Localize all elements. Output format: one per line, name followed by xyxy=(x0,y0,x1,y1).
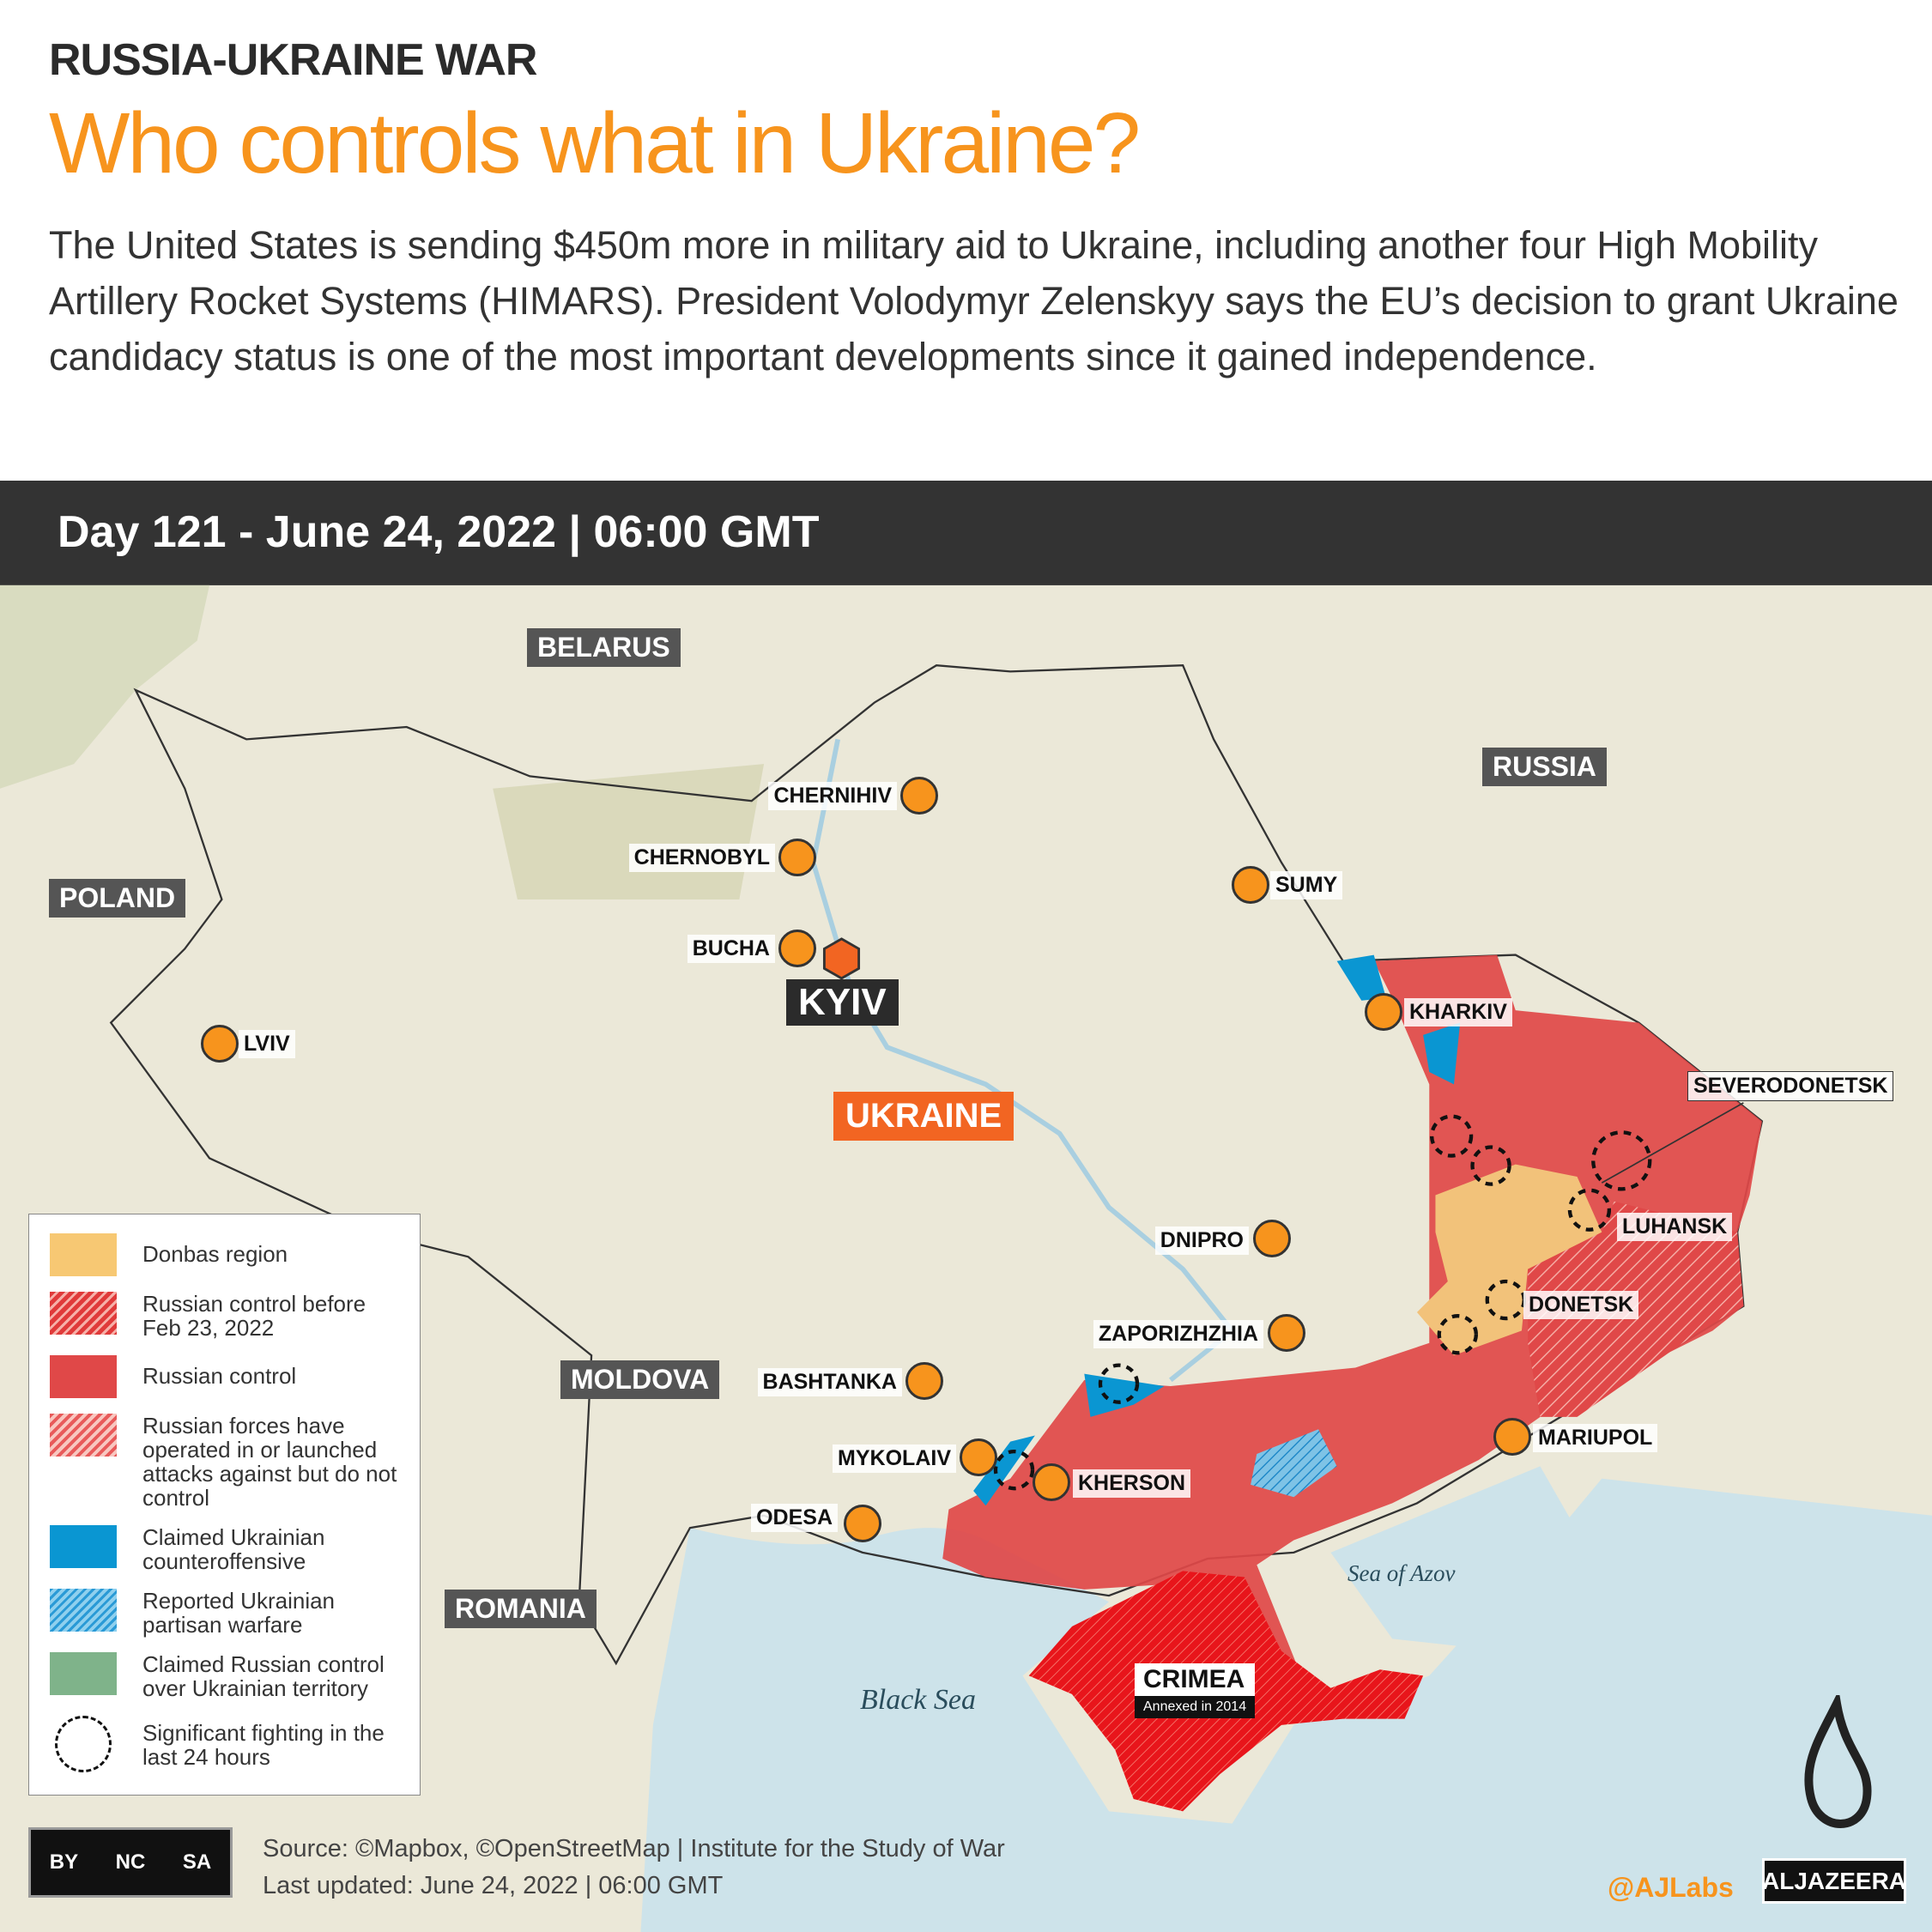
label-poland: POLAND xyxy=(49,879,186,918)
sea-of-azov xyxy=(1330,1466,1590,1651)
label-mykolaiv: MYKOLAIV xyxy=(833,1444,956,1473)
creative-commons-license-icon: BY NC SA xyxy=(28,1827,233,1898)
label-chernobyl: CHERNOBYL xyxy=(628,844,775,872)
fighting-marker xyxy=(1591,1130,1652,1191)
ajlabs-handle: @AJLabs xyxy=(1608,1872,1734,1903)
sea xyxy=(640,1478,1932,1932)
city-marker-sumy xyxy=(1232,866,1269,904)
intro-paragraph: The United States is sending $450m more … xyxy=(49,223,1899,379)
label-kherson: KHERSON xyxy=(1073,1469,1191,1498)
partisan-warfare-area xyxy=(1251,1429,1337,1498)
city-marker-bashtanka xyxy=(905,1362,943,1400)
date-text: Day 121 - June 24, 2022 | 06:00 GMT xyxy=(58,507,820,557)
legend-label: Significant fighting in the last 24 hour… xyxy=(142,1720,385,1770)
label-black-sea: Black Sea xyxy=(860,1684,976,1716)
label-kharkiv: KHARKIV xyxy=(1404,998,1512,1027)
kyiv-capital-icon xyxy=(822,937,861,980)
city-marker-bucha xyxy=(778,930,816,967)
last-updated-text: Last updated: June 24, 2022 | 06:00 GMT xyxy=(263,1872,724,1899)
city-marker-zaporizhzhia xyxy=(1268,1314,1305,1352)
city-marker-kherson xyxy=(1033,1463,1070,1501)
counteroffensive-swatch xyxy=(50,1525,117,1568)
legend-item: Russian control before Feb 23, 2022 xyxy=(50,1292,420,1340)
ukrainian-counteroffensive-area xyxy=(973,954,1461,1506)
russian-claim-swatch xyxy=(50,1652,117,1695)
label-zaporizhzhia: ZAPORIZHZHIA xyxy=(1093,1320,1263,1348)
legend-label: Claimed Ukrainian counteroffensive xyxy=(142,1524,325,1574)
kicker: RUSSIA-UKRAINE WAR xyxy=(49,35,537,85)
label-bucha: BUCHA xyxy=(687,935,775,963)
city-marker-lviv xyxy=(201,1025,239,1063)
donbas-area xyxy=(1416,1164,1602,1356)
label-moldova: MOLDOVA xyxy=(560,1360,720,1399)
russian-control-swatch xyxy=(50,1355,117,1398)
city-marker-chernobyl xyxy=(778,839,816,876)
label-kyiv: KYIV xyxy=(786,979,899,1026)
legend-label: Russian control xyxy=(142,1363,297,1389)
aljazeera-brand: ALJAZEERA xyxy=(1762,1858,1906,1904)
city-marker-dnipro xyxy=(1253,1220,1291,1257)
legend-item: Donbas region xyxy=(50,1233,420,1276)
label-dnipro: DNIPRO xyxy=(1154,1226,1249,1255)
pre-feb23-swatch xyxy=(50,1292,117,1335)
label-lviv: LVIV xyxy=(239,1030,295,1058)
legend-label: Russian control before Feb 23, 2022 xyxy=(142,1291,366,1341)
crimea-label: CRIMEA Annexed in 2014 xyxy=(1135,1663,1256,1718)
city-marker-mykolaiv xyxy=(960,1438,997,1476)
city-marker-chernihiv xyxy=(900,777,938,815)
city-marker-mariupol xyxy=(1493,1418,1531,1456)
legend-item: Reported Ukrainian partisan warfare xyxy=(50,1589,420,1637)
label-luhansk: LUHANSK xyxy=(1617,1213,1733,1241)
forest-area xyxy=(0,584,210,789)
fighting-swatch xyxy=(50,1716,117,1772)
fighting-marker xyxy=(1470,1145,1511,1186)
source-text: Source: ©Mapbox, ©OpenStreetMap | Instit… xyxy=(263,1835,1005,1862)
label-donetsk: DONETSK xyxy=(1523,1291,1639,1319)
legend: Donbas region Russian control before Feb… xyxy=(28,1214,421,1796)
label-mariupol: MARIUPOL xyxy=(1533,1424,1658,1452)
city-marker-kharkiv xyxy=(1365,993,1402,1031)
label-belarus: BELARUS xyxy=(527,628,681,667)
label-romania: ROMANIA xyxy=(445,1590,597,1628)
legend-label: Claimed Russian control over Ukrainian t… xyxy=(142,1651,385,1701)
donbas-swatch xyxy=(50,1233,117,1276)
headline: Who controls what in Ukraine? xyxy=(49,95,1141,191)
legend-label: Russian forces have operated in or launc… xyxy=(142,1413,397,1511)
legend-label: Donbas region xyxy=(142,1241,288,1267)
license-by: BY xyxy=(49,1850,79,1874)
label-odesa: ODESA xyxy=(751,1504,838,1532)
legend-item: Claimed Russian control over Ukrainian t… xyxy=(50,1652,420,1700)
label-bashtanka: BASHTANKA xyxy=(757,1368,902,1396)
fighting-marker xyxy=(993,1449,1035,1491)
city-marker-odesa xyxy=(844,1505,881,1542)
legend-label: Reported Ukrainian partisan warfare xyxy=(142,1588,336,1638)
fighting-marker xyxy=(1567,1188,1612,1232)
legend-item: Russian forces have operated in or launc… xyxy=(50,1414,420,1510)
fighting-markers xyxy=(993,1114,1652,1491)
partisan-swatch xyxy=(50,1589,117,1632)
severodonetsk-leader-line xyxy=(1601,1102,1744,1184)
label-ukraine: UKRAINE xyxy=(833,1092,1014,1141)
fighting-marker xyxy=(1429,1114,1474,1158)
crimea-name: CRIMEA xyxy=(1135,1663,1256,1696)
aljazeera-logo-icon xyxy=(1804,1695,1872,1828)
license-sa: SA xyxy=(182,1850,212,1874)
crimea-note: Annexed in 2014 xyxy=(1135,1696,1256,1718)
legend-item: Claimed Ukrainian counteroffensive xyxy=(50,1525,420,1573)
label-chernihiv: CHERNIHIV xyxy=(768,782,897,810)
legend-item: Russian control xyxy=(50,1355,420,1398)
fighting-marker xyxy=(1098,1363,1140,1404)
fighting-marker xyxy=(1437,1314,1478,1355)
label-sea-of-azov: Sea of Azov xyxy=(1348,1560,1456,1586)
label-sumy: SUMY xyxy=(1270,871,1343,899)
dnipro-river xyxy=(810,738,1236,1383)
legend-item: Significant fighting in the last 24 hour… xyxy=(50,1716,420,1772)
label-severodonetsk: SEVERODONETSK xyxy=(1687,1071,1894,1101)
attacks-swatch xyxy=(50,1414,117,1457)
label-russia: RUSSIA xyxy=(1482,748,1607,786)
date-bar xyxy=(0,481,1932,585)
russian-control-area xyxy=(942,954,1762,1688)
license-nc: NC xyxy=(115,1850,146,1874)
